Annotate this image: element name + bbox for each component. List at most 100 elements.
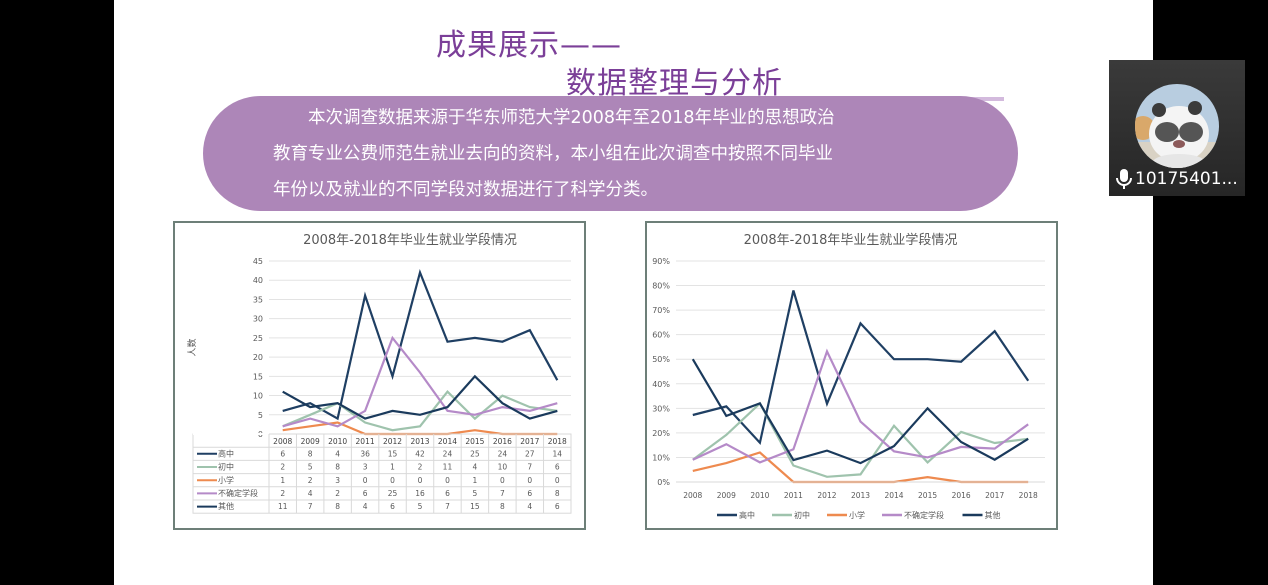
table-cell-value: 0 [390, 476, 395, 485]
intro-line: 年份以及就业的不同学段对数据进行了科学分类。 [273, 180, 658, 200]
intro-line: 教育专业公费师范生就业去向的资料，本小组在此次调查中按照不同毕业 [273, 144, 833, 164]
x-tick-label: 2014 [438, 437, 457, 446]
table-series-label: 不确定学段 [218, 488, 258, 498]
table-cell-value: 8 [500, 502, 505, 511]
table-cell-value: 3 [363, 463, 368, 472]
y-tick-label: 0% [657, 478, 670, 487]
table-series-label: 小学 [218, 475, 234, 485]
table-cell-value: 25 [470, 449, 480, 458]
table-cell-value: 6 [390, 502, 395, 511]
table-cell-value: 14 [552, 449, 562, 458]
table-cell-value: 0 [555, 476, 560, 485]
table-cell-value: 8 [335, 502, 340, 511]
x-tick-label: 2016 [952, 491, 971, 500]
table-cell-value: 10 [498, 463, 508, 472]
x-tick-label: 2012 [383, 437, 402, 446]
x-tick-label: 2008 [683, 491, 702, 500]
table-cell-value: 3 [335, 476, 340, 485]
table-cell-value: 2 [280, 463, 285, 472]
table-cell-value: 0 [445, 476, 450, 485]
legend-label: 初中 [794, 510, 810, 520]
x-tick-label: 2009 [717, 491, 736, 500]
slide-title-line2: 数据整理与分析 [566, 66, 783, 101]
y-tick-label: 10% [652, 453, 670, 462]
table-series-label: 其他 [218, 501, 234, 511]
series-line-不确定学段 [692, 348, 1029, 464]
participant-tile[interactable]: 10175401... [1109, 60, 1245, 196]
table-cell-value: 7 [445, 502, 450, 511]
x-tick-label: 2018 [1019, 491, 1038, 500]
y-tick-label: 45 [253, 257, 263, 266]
table-cell-value: 6 [527, 489, 532, 498]
x-tick-label: 2016 [493, 437, 512, 446]
legend-label: 其他 [985, 510, 1001, 520]
table-cell-value: 15 [388, 449, 398, 458]
x-tick-label: 2017 [985, 491, 1004, 500]
y-tick-label: 35 [253, 295, 263, 304]
x-tick-label: 2011 [356, 437, 375, 446]
y-axis-label: 人数 [186, 338, 198, 356]
table-cell-value: 8 [555, 489, 560, 498]
x-tick-label: 2018 [548, 437, 567, 446]
y-tick-label: 30 [253, 315, 263, 324]
percent-chart: 2008年-2018年毕业生就业学段情况 0% 10% 20% 30% 40% 50% 60%… [645, 221, 1058, 530]
percent-chart-svg: 2008年-2018年毕业生就业学段情况 0% 10% 20% 30% 40% 50% 60%… [652, 232, 1045, 520]
series-line-初中 [692, 401, 1029, 478]
x-tick-label: 2014 [884, 491, 903, 500]
participant-name: 10175401... [1115, 168, 1243, 190]
chart-title: 2008年-2018年毕业生就业学段情况 [744, 232, 958, 248]
microphone-icon [1116, 169, 1132, 189]
y-tick-label: 15 [253, 372, 263, 381]
x-tick-label: 2013 [851, 491, 870, 500]
table-cell-value: 5 [308, 463, 313, 472]
table-cell-value: 2 [335, 489, 340, 498]
table-cell-value: 0 [500, 476, 505, 485]
series-line-小学 [692, 451, 1029, 484]
table-cell-value: 4 [308, 489, 313, 498]
table-cell-value: 5 [473, 489, 478, 498]
y-tick-label: 25 [253, 334, 263, 343]
series-line-其他 [282, 374, 558, 420]
y-tick-label: 60% [652, 331, 670, 340]
y-tick-label: 40% [652, 380, 670, 389]
series-line-其他 [691, 358, 1029, 465]
table-cell-value: 2 [308, 476, 313, 485]
table-cell-value: 4 [527, 502, 532, 511]
table-cell-value: 4 [363, 502, 368, 511]
participant-id: 10175401... [1135, 169, 1238, 189]
y-tick-label: 70% [652, 306, 670, 315]
y-tick-label: 40 [253, 276, 263, 285]
table-cell-value: 25 [388, 489, 398, 498]
panda-avatar [1135, 84, 1219, 168]
table-cell-value: 6 [363, 489, 368, 498]
table-cell-value: 24 [443, 449, 453, 458]
y-tick-label: 10 [253, 392, 263, 401]
table-cell-value: 42 [415, 449, 425, 458]
table-cell-value: 1 [280, 476, 285, 485]
table-series-label: 初中 [218, 462, 234, 472]
x-tick-label: 2010 [328, 437, 347, 446]
slide: 成果展示—— 数据整理与分析 本次调查数据来源于华东师范大学2008年至2018… [114, 0, 1153, 585]
table-cell-value: 7 [500, 489, 505, 498]
table-cell-value: 6 [555, 502, 560, 511]
legend-label: 不确定学段 [904, 510, 944, 520]
legend-label: 高中 [739, 510, 755, 520]
table-cell-value: 15 [470, 502, 480, 511]
series-line-小学 [282, 421, 558, 436]
table-cell-value: 11 [278, 502, 288, 511]
x-tick-label: 2008 [273, 437, 292, 446]
table-cell-value: 36 [360, 449, 370, 458]
y-tick-label: 20 [253, 353, 263, 362]
table-cell-value: 7 [527, 463, 532, 472]
x-tick-label: 2009 [301, 437, 320, 446]
x-tick-label: 2013 [410, 437, 429, 446]
count-chart: 2008年-2018年毕业生就业学段情况051015202530354045人数… [173, 221, 586, 530]
table-cell-value: 1 [473, 476, 478, 485]
table-cell-value: 11 [443, 463, 453, 472]
table-cell-value: 0 [527, 476, 532, 485]
table-cell-value: 16 [415, 489, 425, 498]
series-line-不确定学段 [282, 335, 558, 428]
table-cell-value: 4 [473, 463, 478, 472]
y-tick-label: 20% [652, 429, 670, 438]
y-tick-label: 80% [652, 282, 670, 291]
